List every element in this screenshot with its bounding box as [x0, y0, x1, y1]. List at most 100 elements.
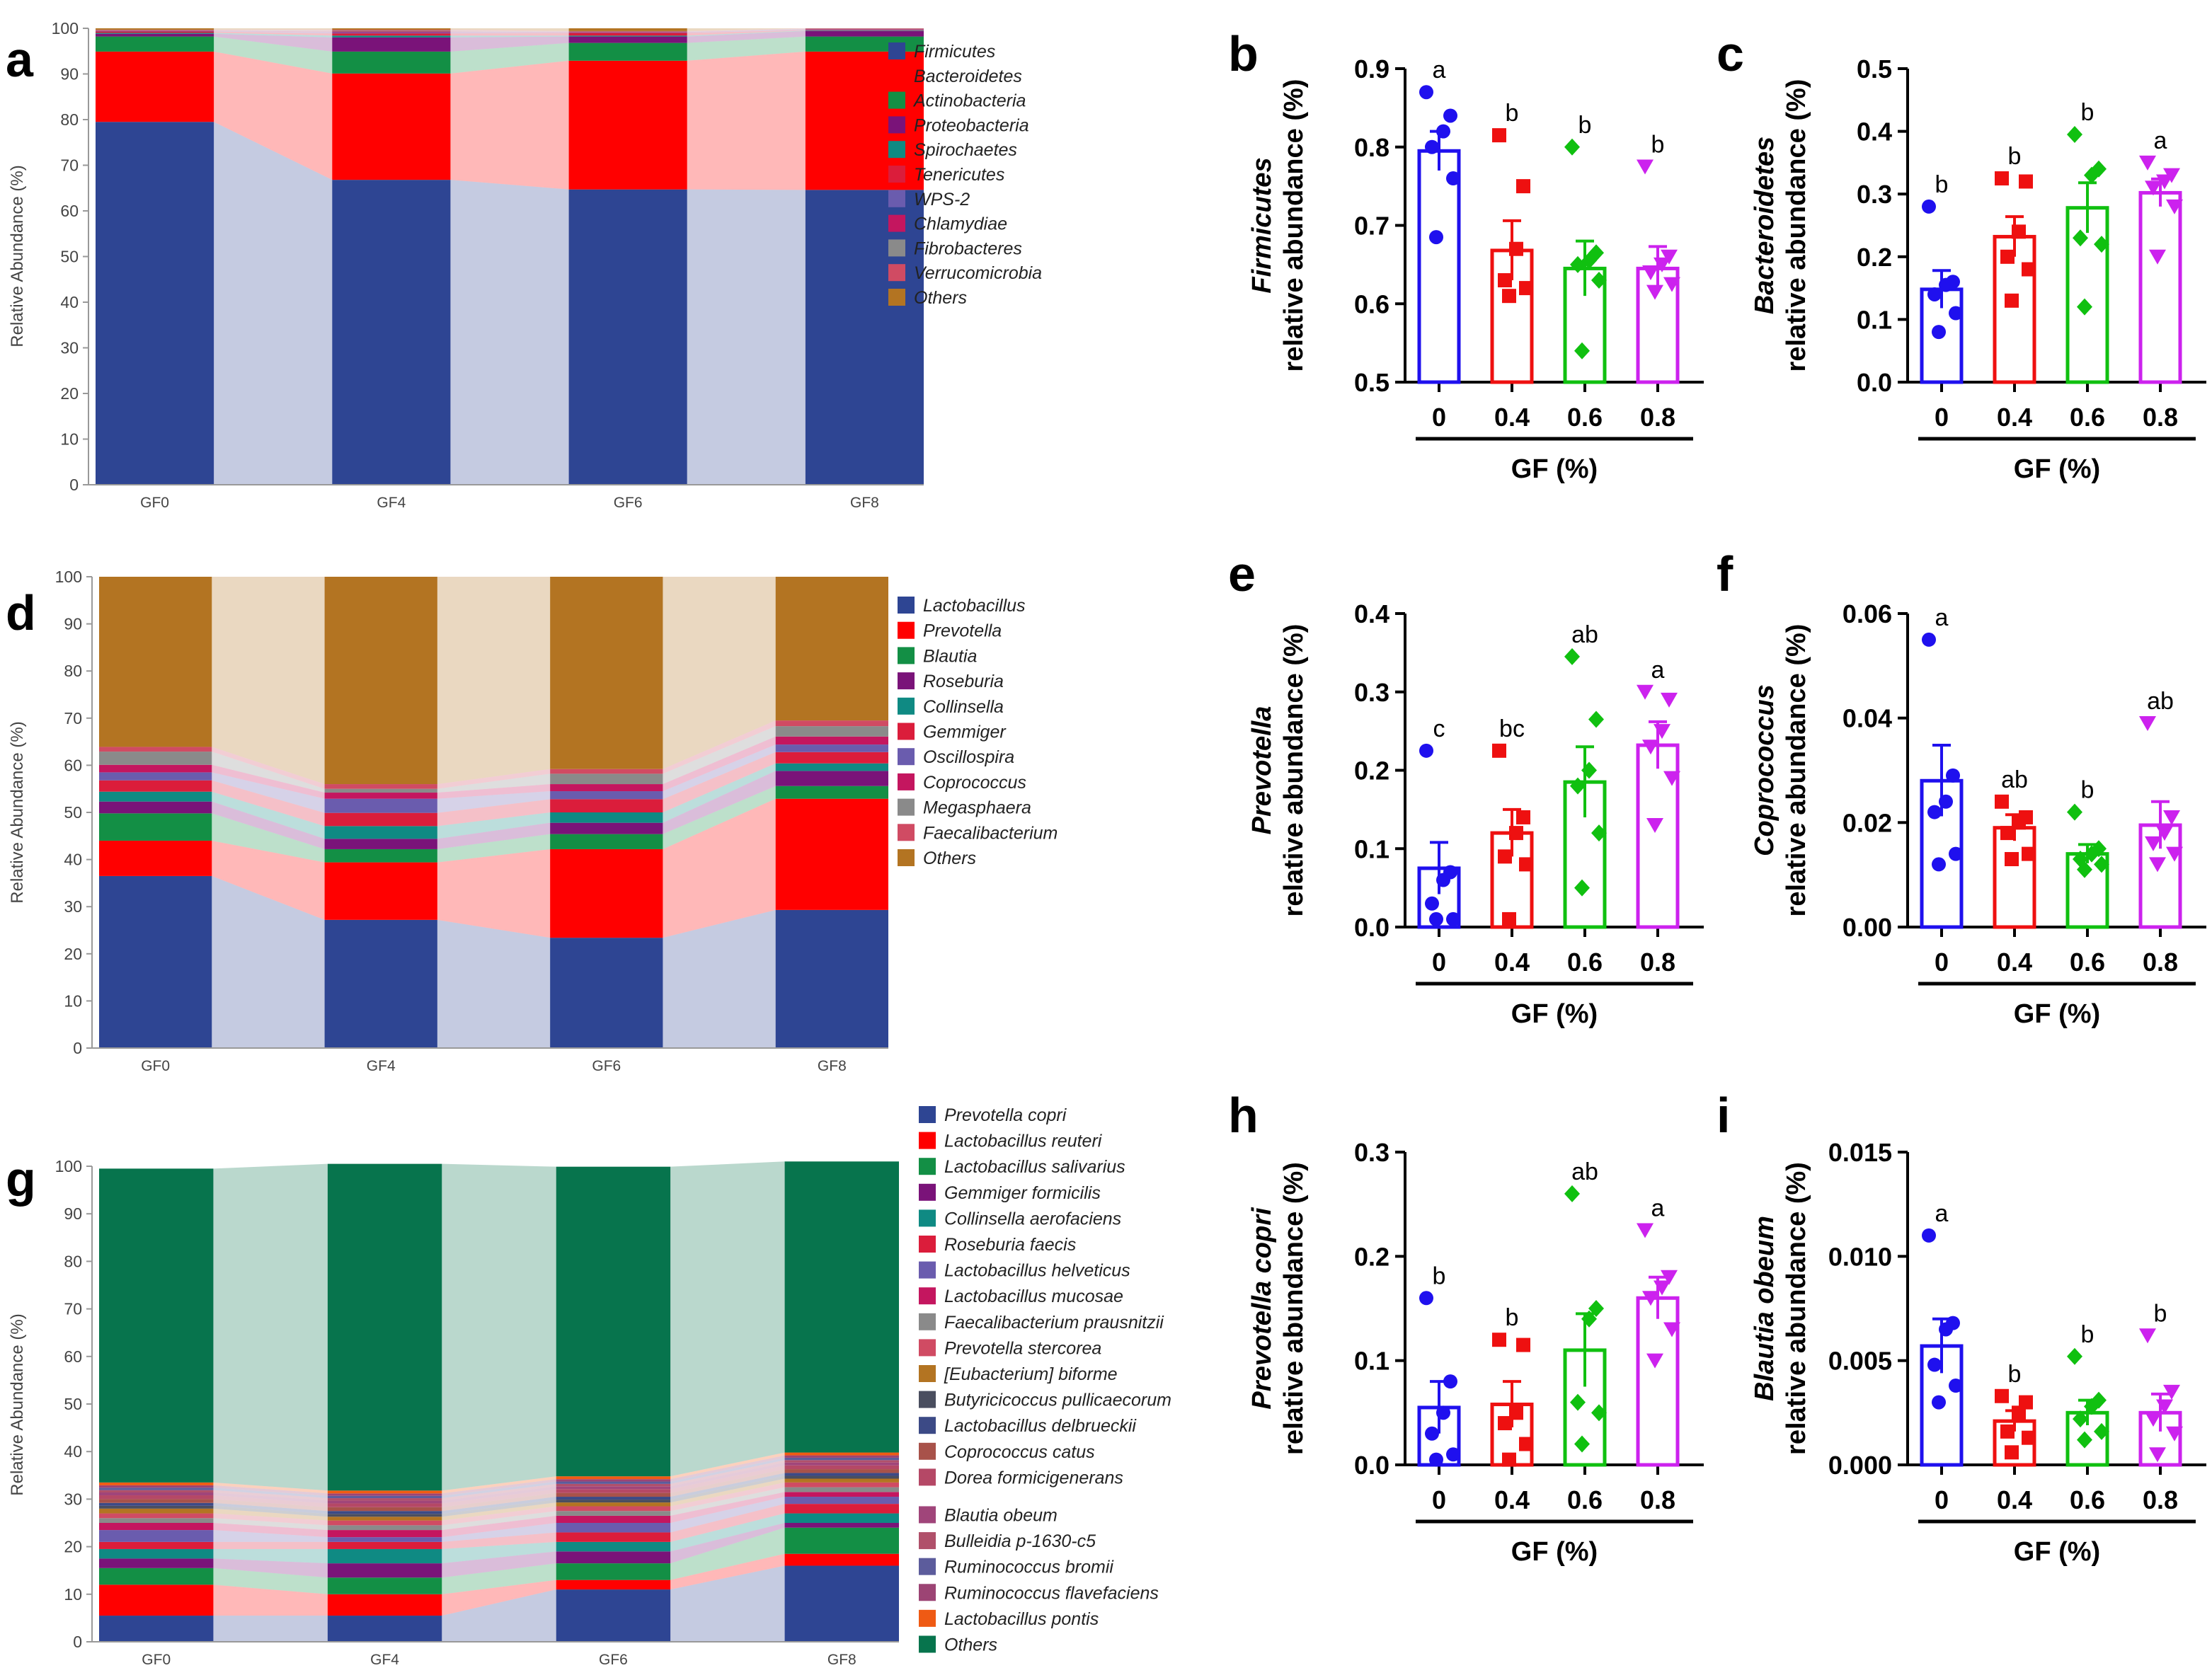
legend-label: Lactobacillus delbrueckii — [944, 1416, 1137, 1436]
y-tick-label: 40 — [64, 1442, 82, 1461]
connector-roseburia-faecis-2 — [670, 1504, 785, 1542]
connector-bulleidia-p-1630-c5-0 — [213, 1490, 328, 1501]
bar-segment-gf0-roseburia — [99, 801, 212, 814]
data-point-circle — [1927, 805, 1942, 819]
legend-label: Spirochaetes — [914, 140, 1017, 160]
bar-segment-gf4-ruminococcus-bromii — [327, 1495, 442, 1499]
bar-segment-gf0-coprococcus — [99, 764, 212, 773]
bar-segment-gf6-spirochaetes — [568, 35, 687, 37]
connector-lactobacillus-mucosae-2 — [670, 1492, 785, 1523]
bar-segment-gf8-gemmiger — [775, 752, 888, 764]
bar-segment-gf4-others — [332, 28, 451, 30]
significance-letter: a — [2154, 127, 2167, 154]
bar-segment-gf8-prevotella-stercorea — [784, 1482, 899, 1488]
legend-label: Chlamydiae — [914, 214, 1007, 234]
x-tick-label: GF8 — [827, 1652, 856, 1668]
bar-segment-gf6-prevotella-stercorea — [556, 1506, 671, 1512]
y-tick-label: 0.4 — [1354, 599, 1389, 628]
legend-swatch — [919, 1106, 936, 1123]
connector-coprococcus-0 — [212, 764, 325, 799]
connector-ruminococcus-bromii-0 — [213, 1488, 328, 1499]
data-point-square — [1995, 1388, 2009, 1403]
bar-segment-gf0-others — [96, 28, 214, 30]
data-point-square — [2000, 249, 2015, 264]
connector-roseburia-2 — [663, 771, 776, 834]
legend-swatch — [919, 1365, 936, 1382]
y-tick-label: 90 — [64, 1204, 82, 1223]
data-point-square — [1509, 241, 1523, 256]
bar-segment-gf0-megasphaera — [99, 752, 212, 765]
significance-letter: b — [1506, 1304, 1519, 1331]
legend-swatch — [898, 849, 915, 866]
data-point-diamond — [2077, 861, 2092, 878]
data-point-square — [1502, 289, 1516, 304]
bar-segment-gf0-lactobacillus-mucosae — [99, 1523, 214, 1531]
bar-segment-gf0-gemmiger — [99, 780, 212, 792]
x-tick-label: 0.4 — [1997, 948, 2032, 977]
data-point-triangle — [2149, 857, 2166, 873]
connector-oscillospira-0 — [212, 772, 325, 813]
panel-i-bar-chart: 0.000 0.005 0.010 0.015 a 0 b 0.4 b 0.6 b 0.8 GF (%)… — [1717, 1088, 2206, 1567]
y-axis-title-taxon: Blautia obeum — [1750, 1216, 1780, 1401]
connector-prevotella-1 — [437, 848, 551, 938]
bar-segment-gf4-lactobacillus-reuteri — [327, 1594, 442, 1616]
connector-proteobacteria-0 — [214, 33, 333, 52]
data-point-circle — [1927, 287, 1942, 301]
bar-segment-gf6-dorea-formicigenerans — [556, 1489, 671, 1493]
legend-swatch — [919, 1391, 936, 1408]
data-point-triangle — [2166, 846, 2183, 862]
bar-segment-gf6-coprococcus — [550, 784, 663, 792]
y-tick-label: 0.000 — [1828, 1451, 1892, 1480]
y-tick-label: 70 — [64, 1300, 82, 1318]
data-point-diamond — [2073, 229, 2088, 247]
legend-swatch — [919, 1209, 936, 1227]
bar-segment-gf0-wps-2 — [96, 30, 214, 32]
connector-coprococcus-2 — [663, 736, 776, 792]
y-tick-label: 50 — [64, 803, 82, 822]
connector-coprococcus-catus-2 — [670, 1469, 785, 1497]
data-point-square — [2022, 846, 2036, 861]
connector-prevotella-copri-2 — [670, 1565, 785, 1642]
data-point-diamond — [1588, 710, 1604, 728]
connector-blautia-0 — [212, 813, 325, 863]
bar-segment-gf0-others — [99, 577, 212, 747]
bar-segment-gf0-lactobacillus-helveticus — [99, 1530, 214, 1542]
bar-segment-gf8-ruminococcus-bromii — [784, 1457, 899, 1461]
legend-swatch — [919, 1132, 936, 1149]
data-point-diamond — [1591, 1404, 1607, 1422]
bar-segment-gf8-chlamydiae — [805, 29, 924, 30]
legend-label: Tenericutes — [914, 165, 1004, 185]
significance-letter: ab — [1571, 621, 1598, 648]
legend-swatch — [919, 1417, 936, 1434]
connector-roseburia-0 — [212, 801, 325, 849]
x-tick-label: GF6 — [599, 1652, 628, 1668]
data-point-circle — [1425, 1426, 1439, 1441]
legend-label: WPS-2 — [914, 190, 970, 209]
y-tick-label: 60 — [64, 1347, 82, 1366]
connector-lactobacillus-reuteri-2 — [670, 1553, 785, 1590]
data-point-square — [2005, 852, 2019, 867]
bar-segment-gf4-lactobacillus — [324, 919, 437, 1048]
panel-letter-i: i — [1717, 1088, 1730, 1143]
bar-segment-gf8-collinsella — [775, 763, 888, 771]
legend-label: Dorea formicigenerans — [944, 1468, 1123, 1488]
bar-segment-gf6-others — [556, 1166, 671, 1477]
data-point-square — [1516, 1337, 1530, 1352]
data-point-circle — [1443, 1374, 1457, 1389]
bar-segment-gf8-lactobacillus-helveticus — [784, 1497, 899, 1504]
x-tick-label: GF0 — [142, 1652, 171, 1668]
bar-segment-gf6-collinsella-aerofaciens — [556, 1541, 671, 1552]
legend-swatch — [919, 1584, 936, 1601]
bar-segment-gf4-lactobacillus-mucosae — [327, 1530, 442, 1538]
data-point-square — [2005, 1445, 2019, 1460]
data-point-circle — [1446, 911, 1460, 926]
data-point-circle — [1932, 325, 1946, 340]
legend-swatch — [888, 42, 905, 59]
legend-label: Blautia obeum — [944, 1505, 1058, 1525]
legend-swatch — [898, 773, 915, 790]
bar-segment-gf0-collinsella — [99, 791, 212, 802]
bar-segment-gf4-tenericutes — [332, 33, 451, 36]
connector-others-2 — [670, 1161, 785, 1477]
connector-faecalibacterium-prausnitzii-2 — [670, 1487, 785, 1516]
bar-0.4 — [1993, 826, 2036, 929]
